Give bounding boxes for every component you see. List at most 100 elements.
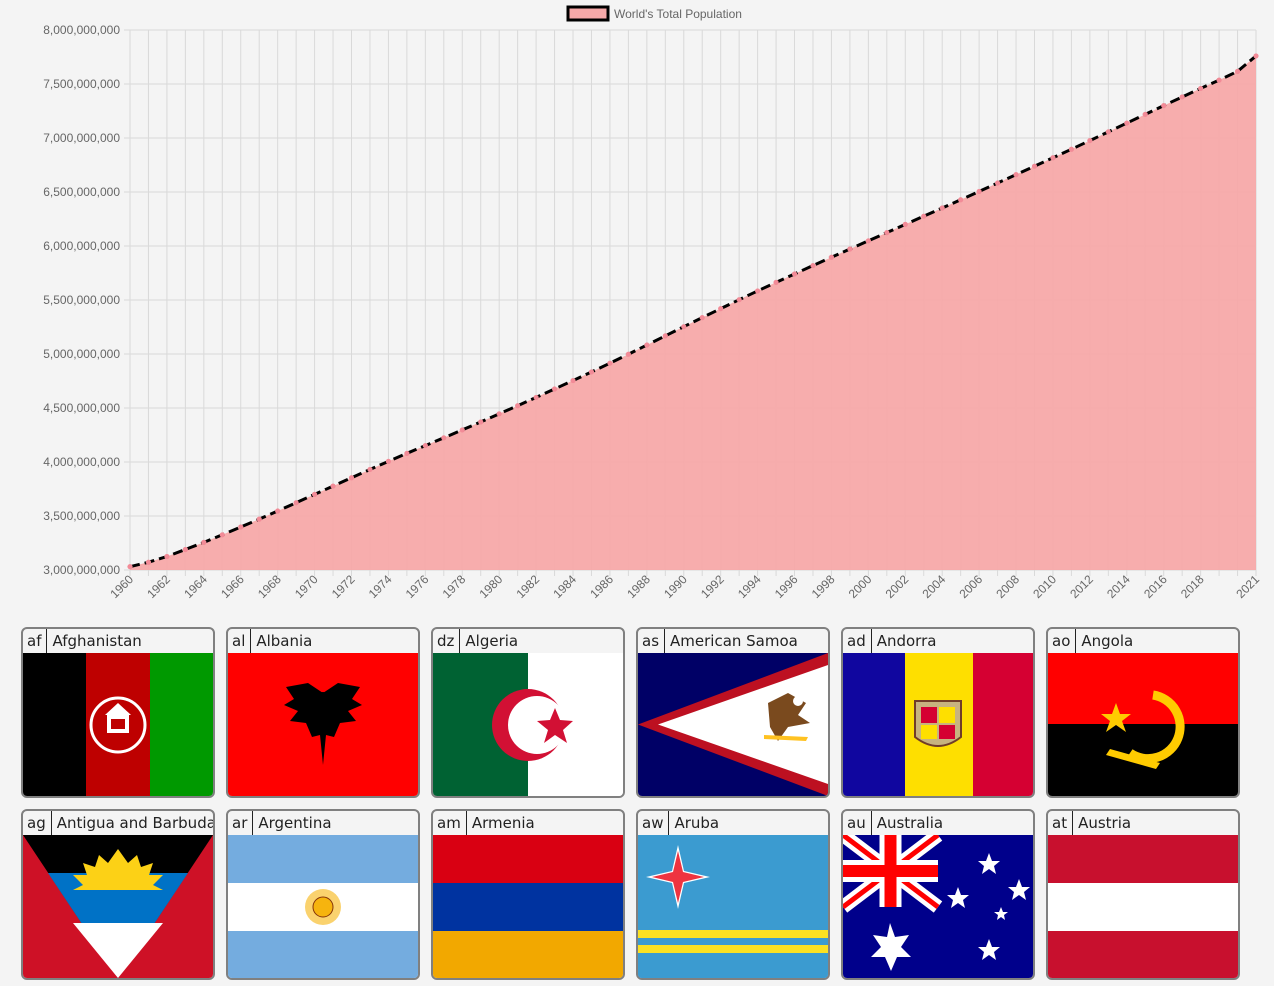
- data-point: [681, 324, 687, 330]
- country-card-ar[interactable]: ar Argentina: [226, 809, 420, 980]
- data-point: [1087, 137, 1093, 144]
- australia-flag: [843, 835, 1033, 978]
- population-line: [129, 54, 1257, 569]
- data-point: [791, 271, 798, 277]
- x-tick-label: 1984: [550, 572, 579, 601]
- data-point: [1234, 68, 1241, 74]
- data-point: [1179, 94, 1185, 100]
- x-tick-label: 1988: [624, 572, 653, 601]
- data-point: [515, 403, 521, 409]
- country-name: Andorra: [876, 632, 937, 650]
- data-point: [496, 411, 502, 417]
- country-name: Austria: [1078, 814, 1132, 832]
- x-tick-label: 2008: [993, 572, 1022, 601]
- data-point: [902, 221, 908, 227]
- country-card-aw[interactable]: aw Aruba: [636, 809, 830, 980]
- data-point: [607, 360, 613, 366]
- data-point: [1161, 103, 1167, 109]
- country-name: Argentina: [258, 814, 332, 832]
- country-card-af[interactable]: af Afghanistan: [21, 627, 215, 798]
- x-tick-label: 1992: [698, 572, 727, 601]
- card-header: ad Andorra: [843, 629, 1033, 653]
- data-point: [828, 254, 835, 260]
- country-card-am[interactable]: am Armenia: [431, 809, 625, 980]
- population-area: [130, 55, 1256, 571]
- x-tick-label: 1964: [181, 572, 210, 601]
- argentina-flag: [228, 835, 418, 978]
- data-point: [182, 546, 188, 553]
- country-card-au[interactable]: au Australia: [841, 809, 1035, 980]
- country-name: Antigua and Barbuda: [56, 814, 213, 832]
- data-point: [348, 475, 355, 481]
- x-tick-label: 2014: [1104, 572, 1133, 601]
- x-tick-label: 1972: [329, 572, 358, 601]
- country-card-ag[interactable]: ag Antigua and Barbuda: [21, 809, 215, 980]
- austria-flag: [1048, 835, 1238, 978]
- x-tick-label: 1986: [587, 572, 616, 601]
- albania-flag: [228, 653, 418, 796]
- data-point: [662, 333, 668, 339]
- country-card-al[interactable]: al Albania: [226, 627, 420, 798]
- country-code: af: [27, 629, 48, 653]
- country-name: Australia: [876, 814, 944, 832]
- x-tick-label: 2016: [1141, 572, 1170, 601]
- data-point: [939, 205, 945, 211]
- country-card-at[interactable]: at Austria: [1046, 809, 1240, 980]
- data-point: [238, 524, 244, 530]
- country-name: Armenia: [471, 814, 535, 832]
- data-point: [736, 297, 742, 303]
- data-point: [755, 288, 761, 294]
- data-point: [994, 180, 1001, 186]
- country-code: am: [437, 811, 467, 835]
- angola-flag: [1048, 653, 1238, 796]
- data-point: [958, 197, 964, 203]
- data-point: [1253, 53, 1259, 59]
- country-code: al: [232, 629, 252, 653]
- data-point: [201, 539, 207, 545]
- data-point: [330, 483, 336, 489]
- data-point: [551, 386, 558, 392]
- x-tick-label: 2006: [956, 572, 985, 601]
- x-tick-label: 1976: [403, 572, 432, 601]
- country-card-ad[interactable]: ad Andorra: [841, 627, 1035, 798]
- data-point: [311, 491, 318, 497]
- data-point: [921, 213, 927, 219]
- country-card-ao[interactable]: ao Angola: [1046, 627, 1240, 798]
- data-point: [1013, 172, 1019, 178]
- x-tick-label: 2010: [1030, 572, 1059, 601]
- data-point: [884, 230, 890, 236]
- data-point: [256, 516, 262, 522]
- card-header: au Australia: [843, 811, 1033, 835]
- data-point: [1142, 111, 1148, 117]
- x-tick-label: 1980: [477, 572, 506, 601]
- data-point: [164, 553, 170, 560]
- card-header: dz Algeria: [433, 629, 623, 653]
- aruba-flag: [638, 835, 828, 978]
- country-card-dz[interactable]: dz Algeria: [431, 627, 625, 798]
- country-name: Angola: [1081, 632, 1134, 650]
- card-header: al Albania: [228, 629, 418, 653]
- card-header: aw Aruba: [638, 811, 828, 835]
- andorra-flag: [843, 653, 1033, 796]
- country-code: ao: [1052, 629, 1077, 653]
- american-samoa-flag: [638, 653, 828, 796]
- card-header: ag Antigua and Barbuda: [23, 811, 213, 835]
- data-point: [810, 262, 816, 269]
- country-grid: af Afghanistan al Albania dz Algeria: [21, 627, 1240, 980]
- x-tick-label: 1978: [440, 572, 469, 601]
- data-point: [422, 442, 428, 449]
- card-header: ao Angola: [1048, 629, 1238, 653]
- data-point: [699, 315, 705, 321]
- x-tick-label: 1996: [772, 572, 801, 601]
- data-point: [773, 279, 779, 285]
- data-point: [1031, 163, 1038, 169]
- country-card-as[interactable]: as American Samoa: [636, 627, 830, 798]
- x-tick-label: 1970: [292, 572, 321, 601]
- x-tick-label: 2004: [920, 572, 949, 601]
- card-header: at Austria: [1048, 811, 1238, 835]
- data-point: [588, 369, 595, 375]
- data-point: [718, 306, 724, 312]
- data-point: [976, 188, 982, 195]
- country-name: Afghanistan: [52, 632, 142, 650]
- country-name: Algeria: [465, 632, 519, 650]
